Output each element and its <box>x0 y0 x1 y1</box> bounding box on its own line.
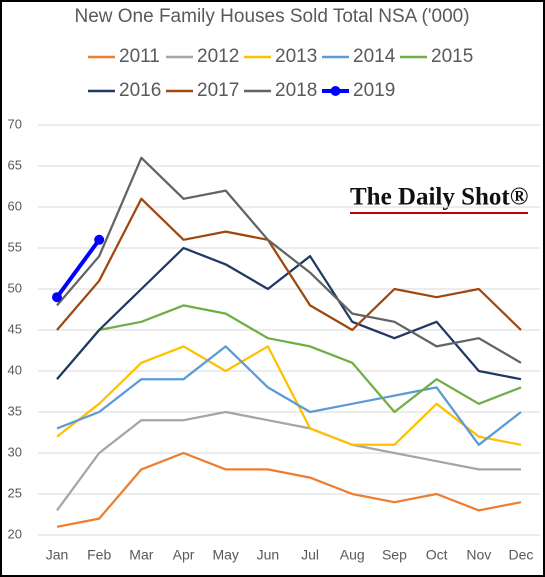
x-tick-label: Nov <box>466 547 491 563</box>
legend-label: 2011 <box>119 46 160 67</box>
legend-label: 2012 <box>197 46 239 67</box>
y-tick-label: 40 <box>8 362 22 377</box>
series-line <box>56 304 522 414</box>
series-line <box>56 345 522 446</box>
y-tick-label: 45 <box>8 321 22 336</box>
watermark: The Daily Shot® <box>350 184 528 211</box>
x-tick-label: Jan <box>46 547 69 563</box>
y-tick-label: 25 <box>8 485 22 500</box>
series-line <box>55 238 101 299</box>
y-tick-label: 35 <box>8 403 22 418</box>
y-tick-label: 50 <box>8 280 22 295</box>
legend-label: 2019 <box>353 80 395 101</box>
y-tick-label: 55 <box>8 239 22 254</box>
legend-label: 2017 <box>197 80 239 101</box>
legend-marker <box>330 86 341 96</box>
series-line <box>56 410 521 512</box>
legend-label: 2016 <box>119 80 161 101</box>
x-tick-label: Jul <box>301 547 319 563</box>
y-tick-label: 30 <box>8 444 22 459</box>
legend-label: 2015 <box>431 46 473 67</box>
x-tick-label: Feb <box>87 547 111 563</box>
x-tick-label: Jun <box>257 547 280 563</box>
series-line <box>56 156 522 364</box>
series-marker <box>94 234 105 245</box>
x-tick-label: Sep <box>382 547 407 563</box>
series-line <box>56 345 522 446</box>
legend-label: 2018 <box>275 80 317 101</box>
y-tick-label: 65 <box>8 157 22 172</box>
y-tick-label: 70 <box>8 116 22 131</box>
series-marker <box>52 292 62 303</box>
chart-title: New One Family Houses Sold Total NSA ('0… <box>74 6 469 27</box>
x-tick-label: Oct <box>426 547 448 563</box>
series-line <box>56 197 522 332</box>
x-tick-label: Mar <box>129 547 153 563</box>
x-tick-label: May <box>212 547 238 563</box>
legend-label: 2013 <box>275 46 317 67</box>
x-tick-label: Dec <box>509 547 534 563</box>
x-tick-label: Aug <box>340 547 365 563</box>
series-line <box>56 451 522 528</box>
legend-label: 2014 <box>353 46 396 67</box>
x-tick-label: Apr <box>173 547 195 563</box>
y-tick-label: 20 <box>8 526 22 541</box>
y-tick-label: 60 <box>8 198 22 213</box>
